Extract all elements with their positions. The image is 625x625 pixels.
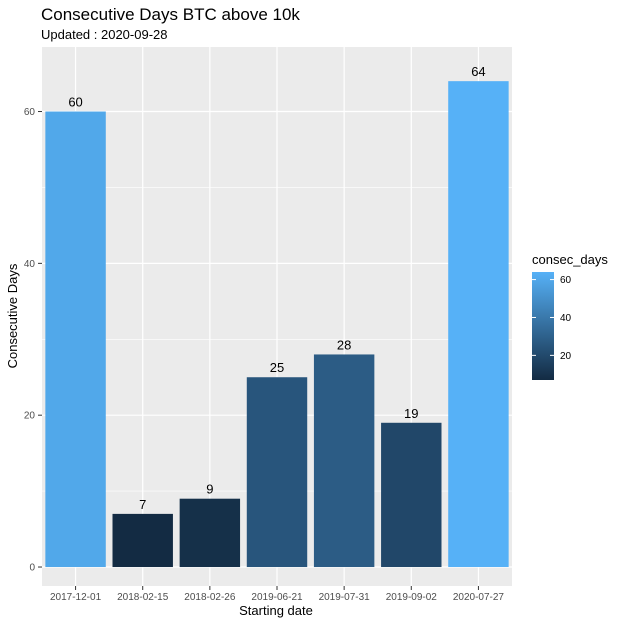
bar-2020-07-27 bbox=[448, 81, 509, 568]
legend: consec_days 20 40 60 bbox=[532, 252, 608, 380]
y-tick-label: 40 bbox=[24, 259, 36, 270]
legend-ticks: 20 40 60 bbox=[532, 275, 572, 362]
data-label: 25 bbox=[270, 360, 284, 375]
legend-tick-label: 40 bbox=[560, 313, 572, 324]
legend-tick-label: 60 bbox=[560, 275, 572, 286]
y-axis-label: Consecutive Days bbox=[5, 263, 20, 368]
x-tick-label: 2018-02-15 bbox=[117, 592, 169, 603]
data-label: 60 bbox=[68, 95, 82, 110]
bar-2018-02-26 bbox=[179, 498, 241, 568]
x-axis: 2017-12-01 2018-02-15 2018-02-26 2019-06-21… bbox=[50, 586, 504, 603]
x-tick-label: 2019-06-21 bbox=[251, 592, 303, 603]
x-tick-label: 2017-12-01 bbox=[50, 592, 102, 603]
x-tick-label: 2020-07-27 bbox=[453, 592, 505, 603]
bars bbox=[45, 81, 509, 568]
y-axis: 0 20 40 60 bbox=[24, 107, 42, 574]
bar-2018-02-15 bbox=[112, 513, 173, 568]
x-tick-label: 2019-09-02 bbox=[386, 592, 438, 603]
x-axis-label: Starting date bbox=[239, 603, 313, 618]
data-label: 64 bbox=[471, 64, 485, 79]
data-label: 7 bbox=[139, 497, 146, 512]
data-label: 19 bbox=[404, 406, 418, 421]
bar-2019-06-21 bbox=[246, 377, 308, 568]
chart-title: Consecutive Days BTC above 10k bbox=[41, 5, 300, 24]
y-tick-label: 20 bbox=[24, 411, 36, 422]
y-tick-label: 60 bbox=[24, 107, 36, 118]
x-tick-label: 2019-07-31 bbox=[319, 592, 371, 603]
chart-subtitle: Updated : 2020-09-28 bbox=[41, 27, 167, 42]
x-tick-label: 2018-02-26 bbox=[184, 592, 236, 603]
bar-2017-12-01 bbox=[45, 111, 106, 568]
bar-2019-09-02 bbox=[381, 422, 442, 568]
data-label: 9 bbox=[206, 482, 213, 497]
bar-2019-07-31 bbox=[313, 354, 375, 568]
legend-colorbar bbox=[532, 272, 554, 380]
legend-tick-label: 20 bbox=[560, 351, 572, 362]
legend-title: consec_days bbox=[532, 252, 608, 267]
data-labels: 60 7 9 25 28 19 64 bbox=[68, 64, 485, 512]
data-label: 28 bbox=[337, 337, 351, 352]
y-tick-label: 0 bbox=[29, 563, 35, 574]
